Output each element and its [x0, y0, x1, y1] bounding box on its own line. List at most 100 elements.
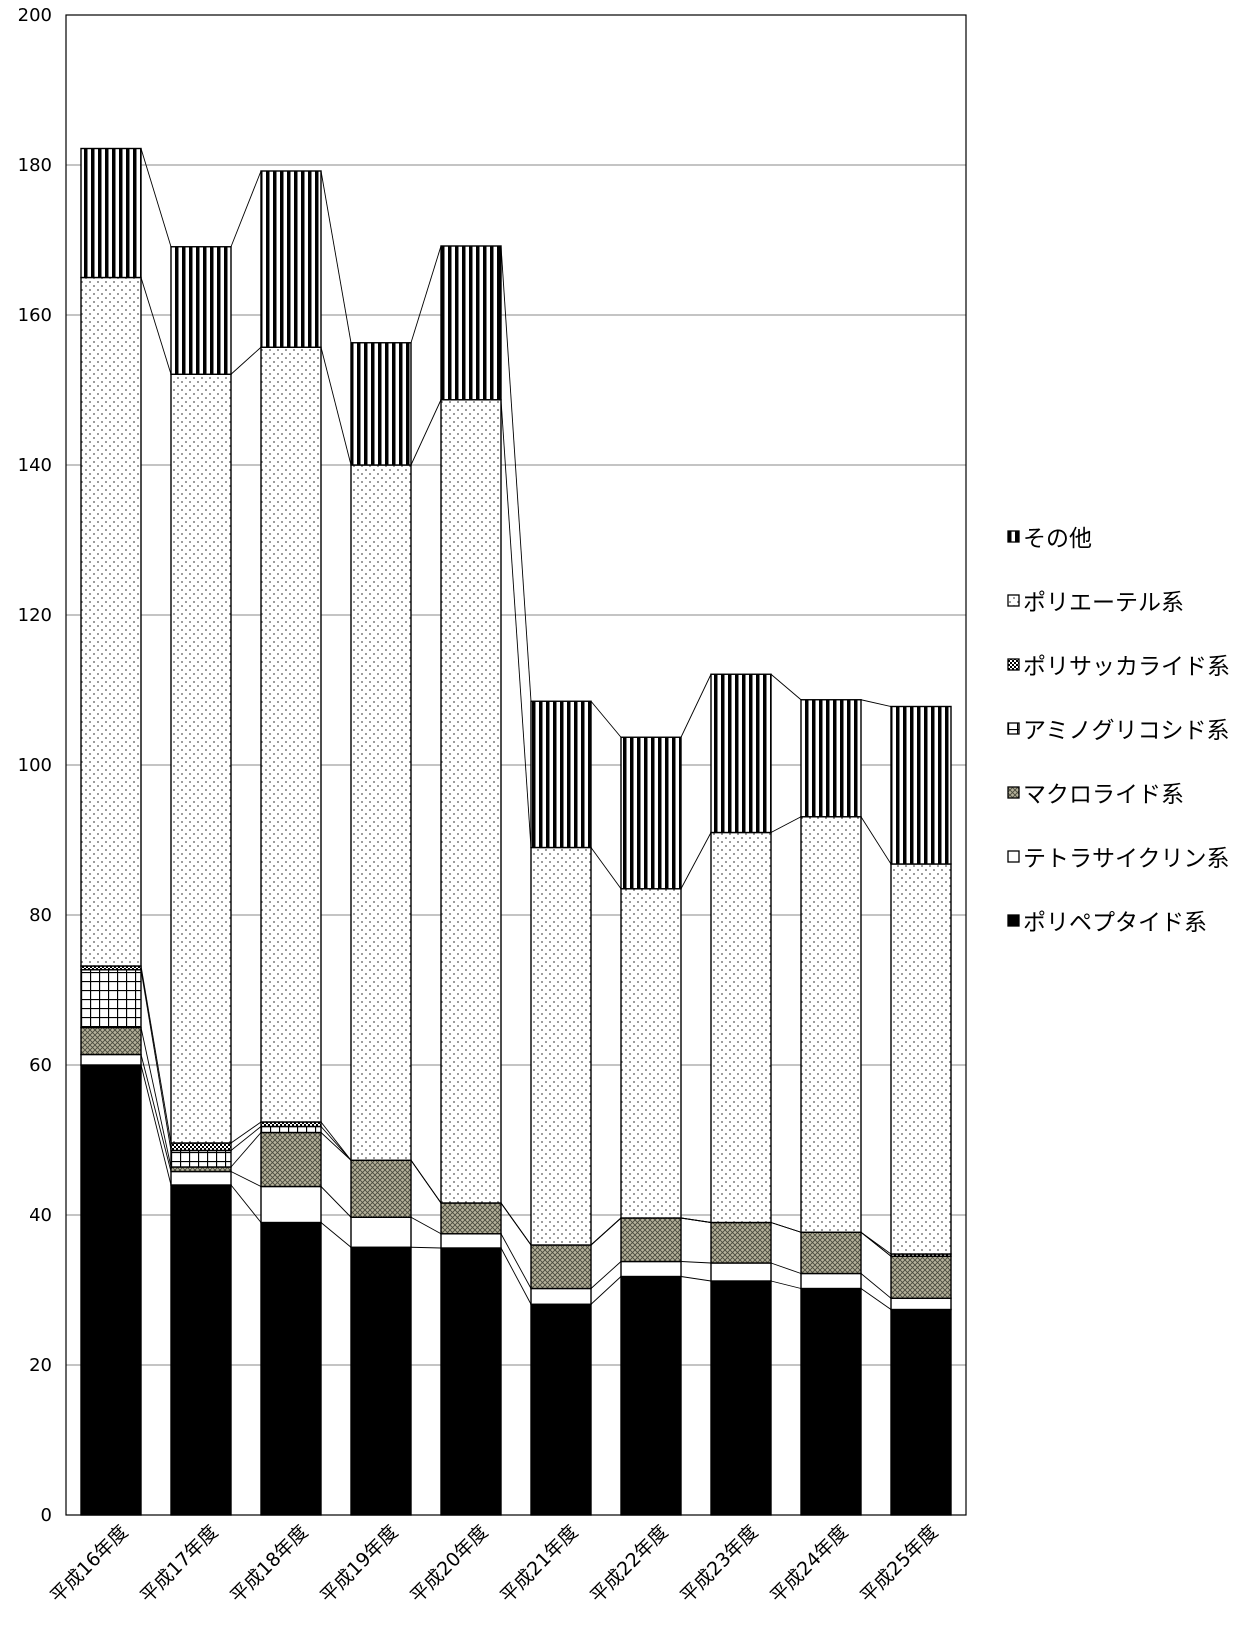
series-line: [590, 1276, 622, 1305]
bar-segment: [890, 1308, 952, 1516]
series-line: [770, 816, 802, 833]
series-line: [500, 245, 532, 702]
bar-segment: [710, 673, 772, 834]
y-tick-label: 120: [18, 605, 52, 626]
series-line: [860, 1273, 892, 1299]
series-line: [500, 399, 532, 848]
series-line: [320, 1126, 352, 1161]
y-tick-label: 60: [29, 1055, 52, 1076]
bar-segment: [890, 863, 952, 1255]
series-line: [140, 965, 172, 1144]
series-line: [770, 1280, 802, 1289]
bar-segment: [350, 464, 412, 1161]
bar-segment: [620, 736, 682, 890]
bar-segment: [170, 1142, 232, 1152]
series-line: [500, 1233, 532, 1289]
bar-segment: [170, 1170, 232, 1186]
x-tick-label: 平成17年度: [136, 1521, 222, 1607]
bar-segment: [890, 1255, 952, 1299]
legend-label: ポリエーテル系: [1023, 590, 1184, 616]
bar-segment: [620, 1275, 682, 1516]
series-line: [140, 148, 172, 247]
bar-segment: [440, 399, 502, 1204]
series-line: [860, 816, 892, 865]
bar-segment: [620, 1217, 682, 1263]
bar-segment: [440, 1247, 502, 1516]
y-tick-label: 0: [41, 1505, 52, 1526]
bar-segment: [80, 1026, 142, 1056]
bar-segment: [440, 1233, 502, 1249]
series-line: [410, 245, 442, 343]
bar-segment: [890, 705, 952, 865]
bar-segment: [710, 1221, 772, 1264]
x-tick-label: 平成21年度: [496, 1521, 582, 1607]
y-tick-label: 160: [18, 305, 52, 326]
series-line: [590, 847, 622, 890]
series-line: [230, 1171, 262, 1187]
bar-segment: [800, 1231, 862, 1275]
bar-segment: [440, 1202, 502, 1235]
legend-swatch: [1007, 850, 1020, 863]
series-line: [230, 1132, 262, 1168]
series-line: [230, 1126, 262, 1151]
legend-swatch: [1007, 914, 1020, 927]
bar-segment: [890, 1297, 952, 1311]
x-tick-label: 平成23年度: [676, 1521, 762, 1607]
legend-swatch: [1007, 722, 1020, 735]
series-line: [230, 1121, 262, 1144]
series-line: [140, 1064, 172, 1186]
bar-segment: [800, 699, 862, 818]
series-line: [320, 1121, 352, 1161]
series-line: [320, 1132, 352, 1161]
series-line: [320, 170, 352, 343]
series-line: [410, 1216, 442, 1235]
series-line: [860, 1288, 892, 1310]
series-line: [320, 347, 352, 466]
bar-segment: [260, 1185, 322, 1224]
legend-label: ポリサッカライド系: [1023, 654, 1230, 680]
series-line: [770, 1222, 802, 1233]
x-tick-label: 平成25年度: [856, 1521, 942, 1607]
bar-segment: [260, 346, 322, 1123]
series-line: [680, 832, 712, 889]
y-tick-label: 80: [29, 905, 52, 926]
series-line: [320, 1186, 352, 1218]
series-line: [680, 1217, 712, 1223]
y-tick-label: 200: [18, 5, 52, 26]
series-line: [230, 346, 262, 375]
bar-segment: [80, 276, 142, 967]
bar-segment: [530, 700, 592, 849]
y-tick-label: 180: [18, 155, 52, 176]
bar-segment: [620, 888, 682, 1219]
series-line: [320, 1222, 352, 1248]
series-line: [410, 1246, 442, 1249]
bar-segment: [170, 246, 232, 375]
bar-segment: [260, 1221, 322, 1516]
plot-area-frame: [65, 14, 967, 1516]
series-line: [230, 1184, 262, 1223]
bar-segment: [80, 147, 142, 279]
bar-segment: [260, 170, 322, 348]
bar-segment: [260, 1125, 322, 1134]
x-tick-label: 平成16年度: [46, 1521, 132, 1607]
bar-segment: [530, 1303, 592, 1516]
bar-segment: [800, 1287, 862, 1516]
bar-segment: [350, 1216, 412, 1248]
bar-segment: [170, 1184, 232, 1516]
bar-segment: [800, 1272, 862, 1290]
series-line: [500, 1247, 532, 1305]
legend-swatch: [1007, 786, 1020, 799]
legend-swatch: [1007, 530, 1020, 543]
series-line: [770, 1262, 802, 1274]
bar-segment: [260, 1131, 322, 1188]
bar-segment: [530, 1244, 592, 1290]
series-line: [410, 399, 442, 466]
series-line: [140, 1027, 172, 1168]
bar-segment: [350, 1246, 412, 1516]
bar-segment: [350, 342, 412, 466]
bar-segment: [350, 1159, 412, 1218]
bar-segment: [530, 1287, 592, 1305]
series-line: [500, 1202, 532, 1246]
series-line: [680, 674, 712, 738]
bar-segment: [440, 245, 502, 401]
